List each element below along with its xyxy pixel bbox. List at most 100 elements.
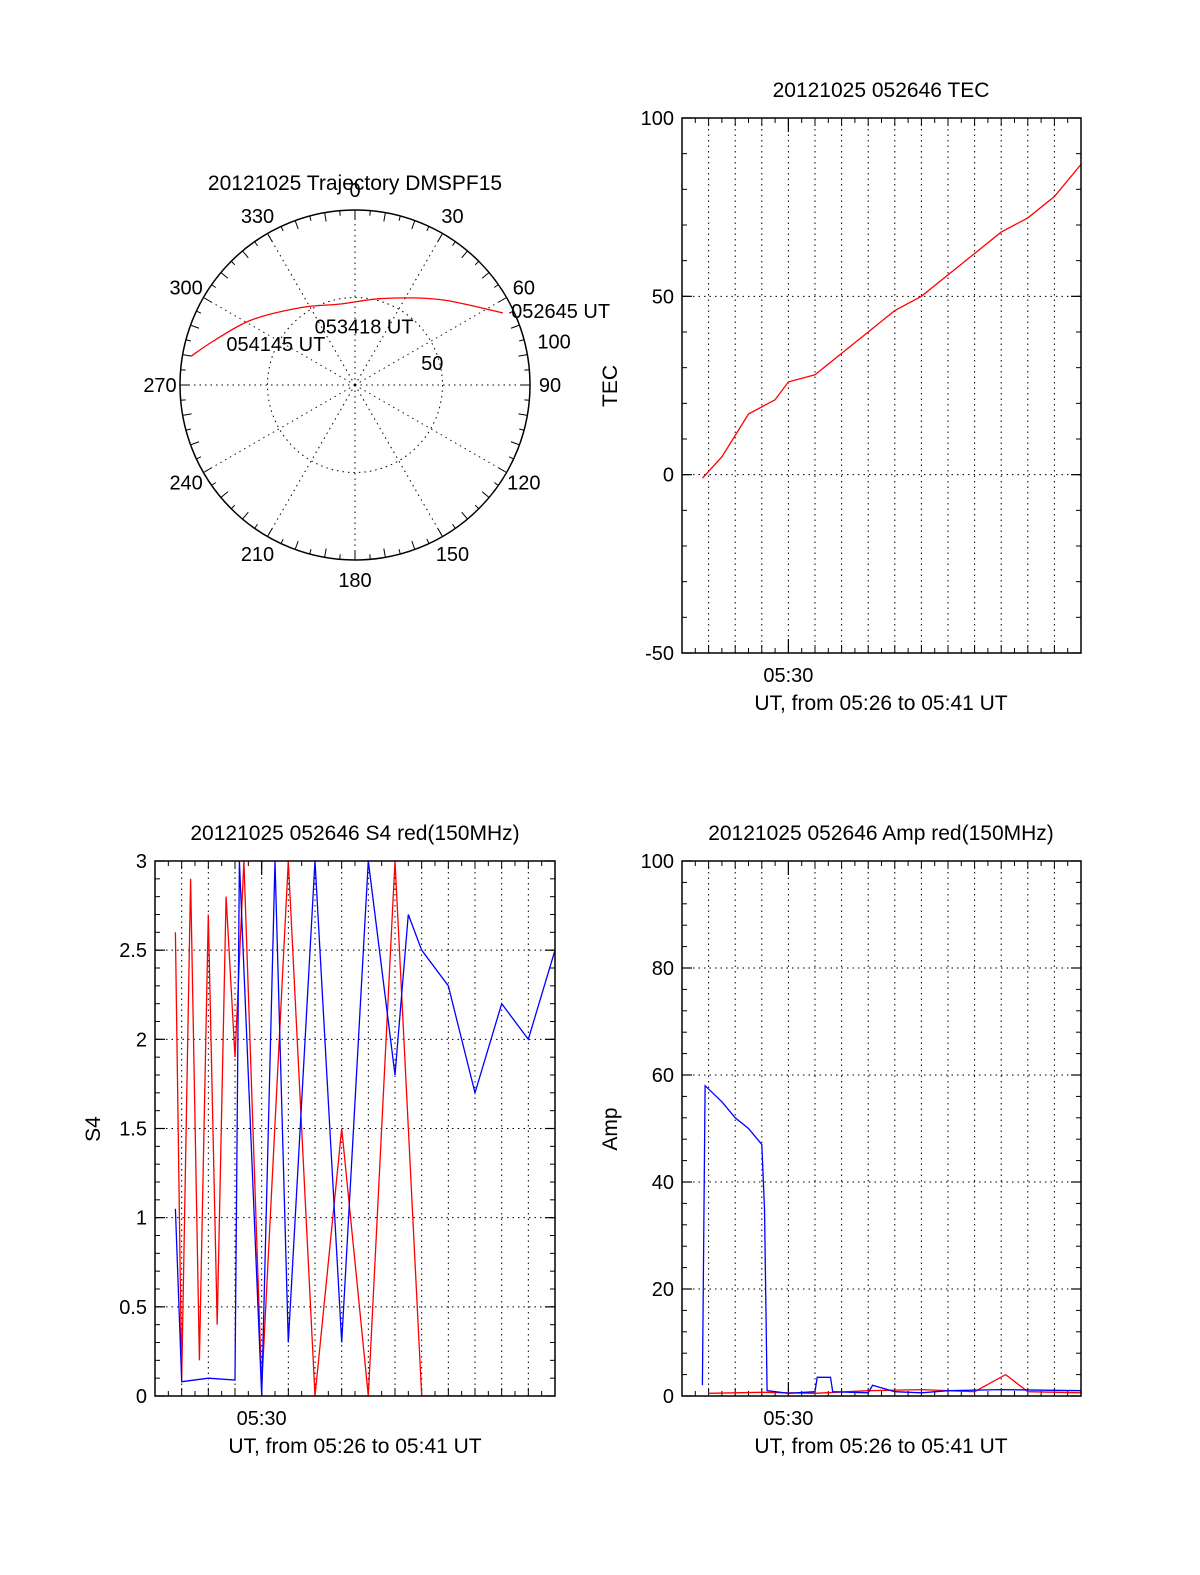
s4-xtick-label: 05:30 [237, 1408, 287, 1430]
polar-tick [324, 212, 327, 222]
polar-tick [510, 324, 520, 329]
polar-tick [254, 241, 258, 247]
polar-angle-label: 60 [513, 278, 535, 300]
amp-plot-area: 0 20 40 60 80 100 05:30 [641, 851, 1082, 1430]
polar-tick [493, 284, 499, 288]
tec-plot-area: -50 0 50 100 05:30 [641, 108, 1082, 687]
polar-angle-label: 270 [143, 375, 176, 397]
trajectory-time-label: 052645 UT [511, 301, 610, 323]
s4-frame [154, 860, 556, 1397]
polar-series [190, 297, 504, 357]
amp-ytick-label: 0 [663, 1386, 674, 1408]
polar-tick [508, 456, 514, 460]
polar-tick [519, 339, 525, 342]
polar-angle-label: 0 [349, 180, 360, 202]
amp-frame [681, 860, 1082, 1397]
polar-tick [510, 441, 520, 446]
polar-tick [461, 250, 468, 259]
polar-tick [185, 428, 191, 431]
polar-tick [230, 260, 236, 266]
tec-ytick-label: 100 [641, 108, 674, 130]
polar-tick [518, 413, 528, 416]
polar-angle-label: 240 [169, 473, 202, 495]
polar-radius-label: 50 [421, 353, 443, 375]
polar-tick [280, 226, 284, 232]
polar-tick [518, 354, 528, 357]
tec-ytick-label: 0 [663, 465, 674, 487]
amp-xtick-label: 05:30 [763, 1408, 813, 1430]
polar-tick [493, 482, 499, 486]
polar-tick [309, 549, 312, 555]
polar-tick [508, 310, 514, 314]
trajectory-time-label: 054145 UT [226, 334, 325, 356]
s4-ytick-label: 0 [136, 1386, 147, 1408]
polar-tick [211, 284, 217, 288]
s4-panel: 20121025 052646 S4 red(150MHz) 0 0.5 1 1.5 2… [82, 822, 556, 1458]
polar-tick [220, 491, 229, 498]
polar-tick [182, 354, 192, 357]
s4-ytick-label: 0.5 [119, 1297, 147, 1319]
amp-panel: 20121025 052646 Amp red(150MHz) 0 20 40 60 8… [599, 822, 1082, 1458]
polar-tick [411, 540, 416, 550]
polar-tick [190, 441, 200, 446]
polar-angle-label: 150 [436, 544, 469, 566]
polar-tick [185, 339, 191, 342]
polar-tick [242, 511, 249, 520]
polar-tick [242, 250, 249, 259]
polar-tick [481, 491, 490, 498]
polar-tick [519, 428, 525, 431]
amp-title: 20121025 052646 Amp red(150MHz) [708, 822, 1054, 845]
polar-tick [474, 504, 480, 510]
polar-tick [481, 272, 490, 279]
polar-tick [190, 324, 200, 329]
polar-inner-circle [267, 297, 443, 473]
s4-ytick-label: 1.5 [119, 1119, 147, 1141]
polar-tick [182, 413, 192, 416]
tec-panel: 20121025 052646 TEC -50 0 50 100 05:30 UT, f… [599, 79, 1082, 715]
polar-tick [294, 220, 299, 230]
polar-tick [398, 215, 401, 221]
tec-ytick-label: 50 [652, 286, 674, 308]
tec-ylabel: TEC [599, 365, 622, 407]
polar-radius-label: 100 [537, 332, 570, 354]
polar-tick [294, 540, 299, 550]
tec-series-red-line [701, 163, 1081, 479]
polar-tick [254, 523, 258, 529]
amp-ytick-label: 20 [652, 1279, 674, 1301]
polar-tick [383, 548, 386, 558]
amp-ytick-label: 100 [641, 851, 674, 873]
s4-plot-area: 0 0.5 1 1.5 2 2.5 3 05:30 [119, 851, 556, 1430]
amp-ytick-label: 40 [652, 1172, 674, 1194]
polar-tick [398, 549, 401, 555]
polar-tick [411, 220, 416, 230]
polar-tick [383, 212, 386, 222]
trajectory-time-label: 053418 UT [315, 317, 414, 339]
trajectory-title: 20121025 Trajectory DMSPF15 [208, 172, 502, 195]
polar-labels: 0 30 60 90 120 150 180 210 240 270 300 330 50 100 0526… [143, 180, 610, 592]
s4-title: 20121025 052646 S4 red(150MHz) [190, 822, 519, 845]
s4-ytick-label: 3 [136, 851, 147, 873]
tec-frame [681, 117, 1082, 654]
tec-xtick-label: 05:30 [763, 665, 813, 687]
tec-ytick-label: -50 [645, 643, 674, 665]
polar-tick [474, 260, 480, 266]
polar-tick [196, 456, 202, 460]
polar-tick [452, 523, 456, 529]
polar-angle-label: 30 [441, 206, 463, 228]
trajectory-line [190, 297, 504, 357]
polar-angle-label: 90 [539, 375, 561, 397]
polar-angle-label: 210 [241, 544, 274, 566]
s4-ytick-label: 2.5 [119, 940, 147, 962]
s4-ytick-label: 1 [136, 1208, 147, 1230]
polar-angle-label: 180 [338, 570, 371, 592]
polar-tick [324, 548, 327, 558]
amp-xlabel: UT, from 05:26 to 05:41 UT [754, 1435, 1007, 1458]
polar-tick [309, 215, 312, 221]
polar-tick [280, 538, 284, 544]
polar-tick [211, 482, 217, 486]
polar-tick [230, 504, 236, 510]
polar-tick [196, 310, 202, 314]
amp-ylabel: Amp [599, 1107, 622, 1150]
amp-series-blue-line [701, 1084, 1081, 1394]
